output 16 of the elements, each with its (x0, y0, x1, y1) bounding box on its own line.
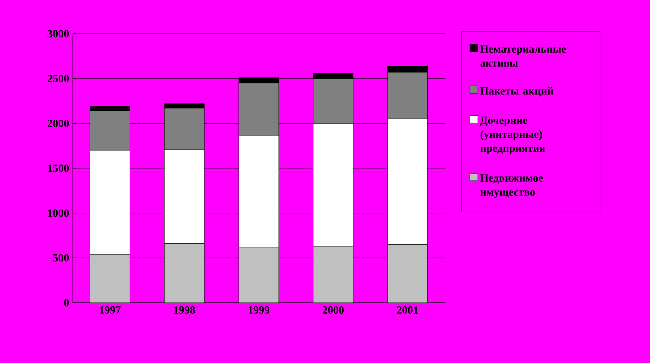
x-tick-label: 1999 (248, 306, 270, 314)
y-tick-label: 0 (64, 299, 70, 307)
y-tick-label: 3000 (48, 30, 70, 38)
legend-label: Нематериальные активы (480, 46, 566, 68)
x-tick-label: 1997 (100, 306, 121, 314)
legend-label: Пакеты акций (480, 87, 554, 97)
y-tick-label: 500 (53, 254, 70, 262)
legend-label: Дочерние (унитарные) предприятия (480, 116, 546, 154)
legend-label: Недвижимое имущество (480, 174, 544, 198)
y-tick-label: 2500 (48, 75, 70, 83)
y-tick-label: 1500 (48, 164, 70, 172)
y-tick-label: 1000 (48, 210, 70, 218)
x-tick-label: 1998 (174, 306, 196, 314)
x-tick-label: 2000 (322, 306, 344, 314)
y-tick-label: 2000 (48, 120, 70, 128)
x-tick-label: 2001 (397, 306, 418, 314)
